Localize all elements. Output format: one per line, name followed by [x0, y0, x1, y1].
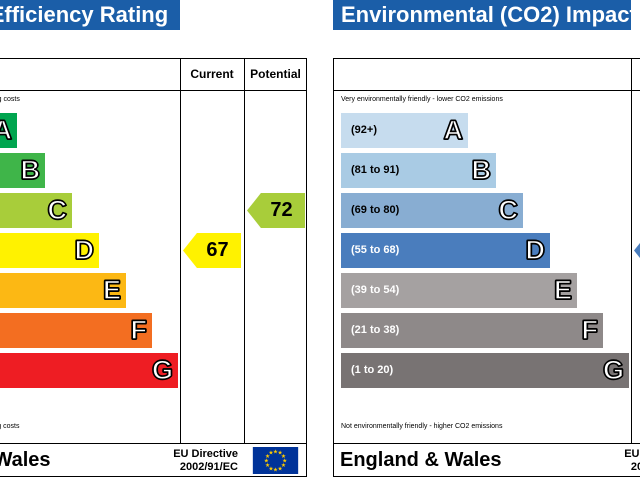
co2-current-rating-arrow: [634, 233, 640, 268]
co2-band-a-letter: A: [443, 114, 464, 145]
energy-band-d-letter: D: [74, 234, 95, 265]
energy-band-f: F: [0, 313, 152, 348]
column-divider: [244, 59, 245, 443]
co2-band-b-range: (81 to 91): [351, 164, 400, 176]
bottom-note: Not environmentally friendly - higher CO…: [341, 423, 503, 430]
top-note: Very environmentally friendly - lower CO…: [341, 96, 503, 103]
column-header-row: Current Potential: [0, 59, 306, 91]
co2-band-a: (92+) A: [341, 113, 468, 148]
co2-band-d: (55 to 68) D: [341, 233, 550, 268]
svg-text:★: ★: [281, 462, 286, 469]
co2-band-e-letter: E: [553, 274, 572, 305]
co2-band-d-range: (55 to 68): [351, 244, 400, 256]
co2-band-c-letter: C: [498, 194, 519, 225]
energy-band-d: D: [0, 233, 99, 268]
svg-text:★: ★: [264, 458, 269, 465]
footer-row: England & Wales EU Directive 2002/91/EC: [334, 443, 640, 476]
svg-text:★: ★: [265, 462, 270, 469]
svg-text:★: ★: [268, 450, 273, 457]
svg-text:★: ★: [265, 453, 270, 460]
eu-directive-line2: 2002/91/EC: [630, 460, 640, 473]
bottom-note: Not energy efficient - higher running co…: [0, 423, 20, 430]
current-rating-arrow: 67: [183, 233, 241, 268]
co2-band-c-range: (69 to 80): [351, 204, 400, 216]
energy-band-c: C: [0, 193, 72, 228]
eu-directive-label: EU Directive 2002/91/EC: [136, 448, 238, 473]
column-divider: [180, 59, 181, 443]
eu-directive-line2: 2002/91/EC: [179, 460, 238, 473]
co2-chart-title: Environmental (CO2) Impact Rating: [333, 0, 631, 30]
co2-band-d-letter: D: [525, 234, 546, 265]
svg-text:★: ★: [273, 448, 278, 455]
svg-text:★: ★: [268, 465, 273, 472]
svg-text:★: ★: [282, 458, 287, 465]
co2-band-b: (81 to 91) B: [341, 153, 496, 188]
top-note: Very energy efficient - lower running co…: [0, 96, 20, 103]
current-column-header: Current: [190, 67, 234, 81]
energy-band-e-letter: E: [102, 274, 121, 305]
energy-chart-table: Current Potential Very energy efficient …: [0, 58, 307, 477]
energy-band-b: B: [0, 153, 45, 188]
svg-text:★: ★: [277, 450, 282, 457]
co2-band-f-letter: F: [581, 314, 599, 345]
eu-directive-label: EU Directive 2002/91/EC: [587, 448, 640, 473]
energy-band-g-letter: G: [151, 354, 173, 385]
co2-band-e: (39 to 54) E: [341, 273, 577, 308]
potential-rating-arrow: 72: [247, 193, 305, 228]
co2-impact-chart: Environmental (CO2) Impact Rating Curren…: [333, 0, 640, 478]
co2-band-g-letter: G: [602, 354, 624, 385]
svg-text:★: ★: [277, 465, 282, 472]
current-rating-value: 67: [206, 239, 229, 261]
co2-band-f: (21 to 38) F: [341, 313, 603, 348]
potential-rating-value: 72: [270, 199, 293, 221]
co2-band-g: (1 to 20) G: [341, 353, 629, 388]
energy-band-c-letter: C: [47, 194, 68, 225]
co2-band-b-letter: B: [471, 154, 492, 185]
region-label: England & Wales: [0, 449, 51, 471]
eu-flag-stars: ★ ★ ★★ ★★ ★★ ★★ ★★: [264, 448, 287, 473]
energy-chart-title: Energy Efficiency Rating: [0, 0, 180, 30]
co2-band-f-range: (21 to 38): [351, 324, 400, 336]
energy-band-a: A: [0, 113, 17, 148]
co2-band-g-range: (1 to 20): [351, 364, 394, 376]
footer-row: England & Wales EU Directive 2002/91/EC …: [0, 443, 306, 476]
co2-band-a-range: (92+): [351, 124, 377, 136]
column-divider: [631, 59, 632, 443]
energy-band-e: E: [0, 273, 126, 308]
eu-flag-icon: ★ ★ ★★ ★★ ★★ ★★ ★★: [252, 447, 299, 474]
current-column-header: Current: [631, 59, 640, 90]
svg-text:★: ★: [273, 467, 278, 474]
potential-column-header: Potential: [250, 67, 301, 81]
region-label: England & Wales: [340, 449, 502, 471]
svg-text:★: ★: [281, 453, 286, 460]
co2-band-e-range: (39 to 54): [351, 284, 400, 296]
eu-directive-line1: EU Directive: [624, 448, 640, 460]
energy-band-b-letter: B: [20, 154, 41, 185]
column-header-row: Current Potential: [334, 59, 640, 91]
energy-band-f-letter: F: [130, 314, 148, 345]
eu-directive-line1: EU Directive: [173, 448, 238, 460]
energy-band-g: G: [0, 353, 178, 388]
co2-chart-table: Current Potential Very environmentally f…: [333, 58, 640, 477]
energy-efficiency-chart: Energy Efficiency Rating Current Potenti…: [0, 0, 307, 478]
co2-band-c: (69 to 80) C: [341, 193, 523, 228]
energy-band-a-letter: A: [0, 114, 13, 145]
